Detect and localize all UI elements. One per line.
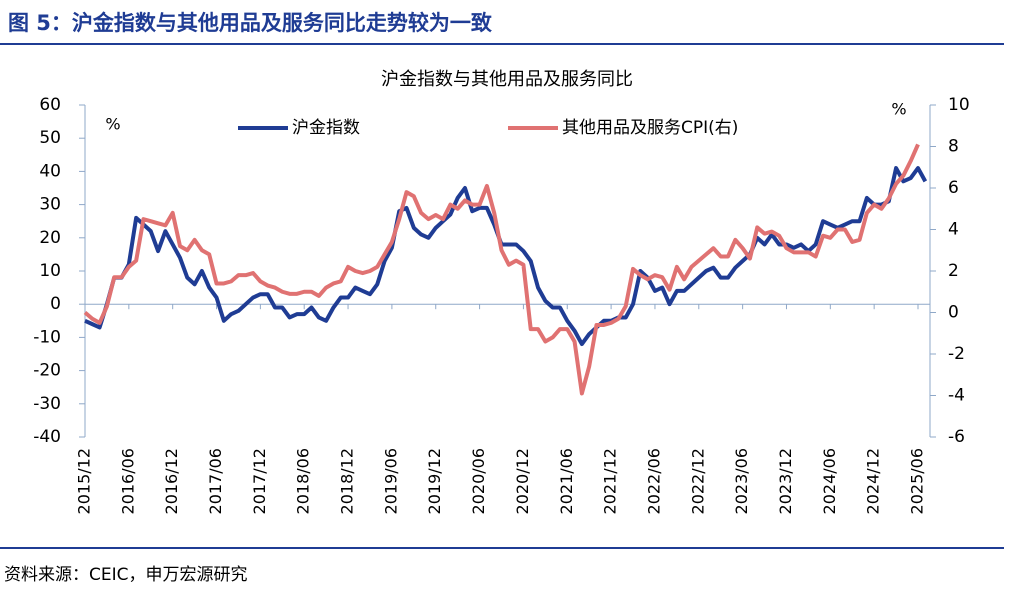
x-tick-label: 2024/12 <box>864 448 883 514</box>
x-tick-label: 2022/12 <box>688 448 707 514</box>
y-tick-label: 60 <box>39 95 61 115</box>
y-axis-label: % <box>105 115 120 134</box>
y2-tick-label: 4 <box>948 220 959 240</box>
y2-tick-label: 8 <box>948 137 959 157</box>
x-tick-label: 2023/12 <box>776 448 795 514</box>
y2-tick-label: -6 <box>948 427 965 447</box>
x-tick-label: 2022/06 <box>644 448 663 514</box>
y-tick-label: -40 <box>33 427 61 447</box>
x-tick-label: 2021/12 <box>601 448 620 514</box>
legend-label: 沪金指数 <box>292 118 360 138</box>
x-tick-label: 2018/12 <box>338 448 357 514</box>
y-tick-label: -20 <box>33 361 61 381</box>
x-tick-label: 2023/06 <box>732 448 751 514</box>
x-tick-label: 2021/06 <box>557 448 576 514</box>
y-tick-label: 20 <box>39 228 61 248</box>
source: 资料来源：CEIC，申万宏源研究 <box>4 565 248 585</box>
y-tick-label: 10 <box>39 261 61 281</box>
x-tick-label: 2018/06 <box>294 448 313 514</box>
y2-tick-label: 6 <box>948 178 959 198</box>
y2-tick-label: 10 <box>948 95 970 115</box>
y2-tick-label: 2 <box>948 261 959 281</box>
legend-label: 其他用品及服务CPI(右) <box>562 118 738 138</box>
y2-tick-label: -2 <box>948 344 965 364</box>
x-tick-label: 2016/06 <box>118 448 137 514</box>
x-tick-label: 2020/06 <box>469 448 488 514</box>
y2-axis-label: % <box>891 100 906 119</box>
x-tick-label: 2024/06 <box>820 448 839 514</box>
y-tick-label: 40 <box>39 161 61 181</box>
y-tick-label: 0 <box>50 294 61 314</box>
figure-title: 图 5：沪金指数与其他用品及服务同比走势较为一致 <box>8 11 493 35</box>
line-series <box>83 143 920 396</box>
x-tick-label: 2017/12 <box>250 448 269 514</box>
x-tick-label: 2020/12 <box>513 448 532 514</box>
x-tick-label: 2015/12 <box>75 448 94 514</box>
x-tick-label: 2016/12 <box>162 448 181 514</box>
y2-tick-label: 0 <box>948 303 959 323</box>
y2-tick-label: -4 <box>948 386 965 406</box>
y-tick-label: 30 <box>39 195 61 215</box>
x-tick-label: 2019/06 <box>381 448 400 514</box>
x-tick-label: 2025/06 <box>908 448 927 514</box>
x-tick-label: 2017/06 <box>206 448 225 514</box>
chart-title: 沪金指数与其他用品及服务同比 <box>381 69 633 90</box>
y-tick-label: -30 <box>33 394 61 414</box>
x-tick-label: 2019/12 <box>425 448 444 514</box>
y-tick-label: -10 <box>33 327 61 347</box>
y-tick-label: 50 <box>39 128 61 148</box>
